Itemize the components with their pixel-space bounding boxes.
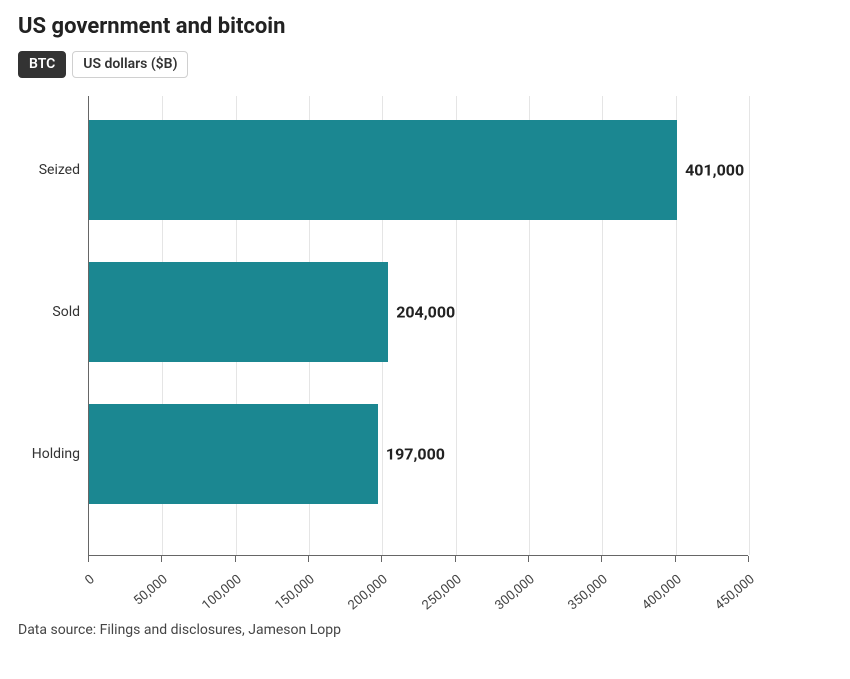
x-tick-label: 350,000 [566, 572, 611, 613]
x-tick [455, 556, 456, 562]
tab-usd[interactable]: US dollars ($B) [72, 51, 188, 78]
bar-value-label: 401,000 [685, 160, 744, 179]
unit-tabs: BTC US dollars ($B) [18, 51, 832, 78]
grid-line [749, 96, 750, 555]
plot-area: 401,000 204,000 197,000 [88, 96, 748, 556]
chart-container: US government and bitcoin BTC US dollars… [0, 0, 850, 679]
category-label: Holding [32, 446, 80, 462]
x-tick [235, 556, 236, 562]
x-axis-labels: 050,000100,000150,000200,000250,000300,0… [88, 566, 748, 616]
x-tick-label: 150,000 [272, 572, 317, 613]
x-tick [528, 556, 529, 562]
bar-value-label: 204,000 [396, 302, 455, 321]
x-tick-label: 200,000 [346, 572, 391, 613]
x-tick-label: 300,000 [492, 572, 537, 613]
x-tick [161, 556, 162, 562]
source-text: Data source: Filings and disclosures, Ja… [18, 622, 832, 638]
bar: 401,000 [89, 120, 677, 220]
bar-value-label: 197,000 [386, 444, 445, 463]
x-tick-label: 250,000 [419, 572, 464, 613]
x-tick [381, 556, 382, 562]
category-label: Sold [52, 304, 80, 320]
x-tick-label: 400,000 [639, 572, 684, 613]
x-tick [88, 556, 89, 562]
x-tick [308, 556, 309, 562]
x-tick-label: 450,000 [712, 572, 757, 613]
chart-title: US government and bitcoin [18, 14, 832, 39]
x-axis-ticks [88, 556, 748, 562]
category-label: Seized [39, 162, 80, 178]
bar-chart: SeizedSoldHolding 401,000204,000197,000 … [18, 96, 818, 616]
y-axis-labels: Seized Sold Holding [18, 96, 88, 556]
bar: 204,000 [89, 262, 388, 362]
x-tick-label: 50,000 [131, 572, 171, 609]
x-tick [675, 556, 676, 562]
x-tick [601, 556, 602, 562]
x-tick-label: 100,000 [199, 572, 244, 613]
tab-btc[interactable]: BTC [18, 51, 66, 78]
bar: 197,000 [89, 404, 378, 504]
x-tick-label: 0 [82, 572, 97, 588]
x-tick [748, 556, 749, 562]
